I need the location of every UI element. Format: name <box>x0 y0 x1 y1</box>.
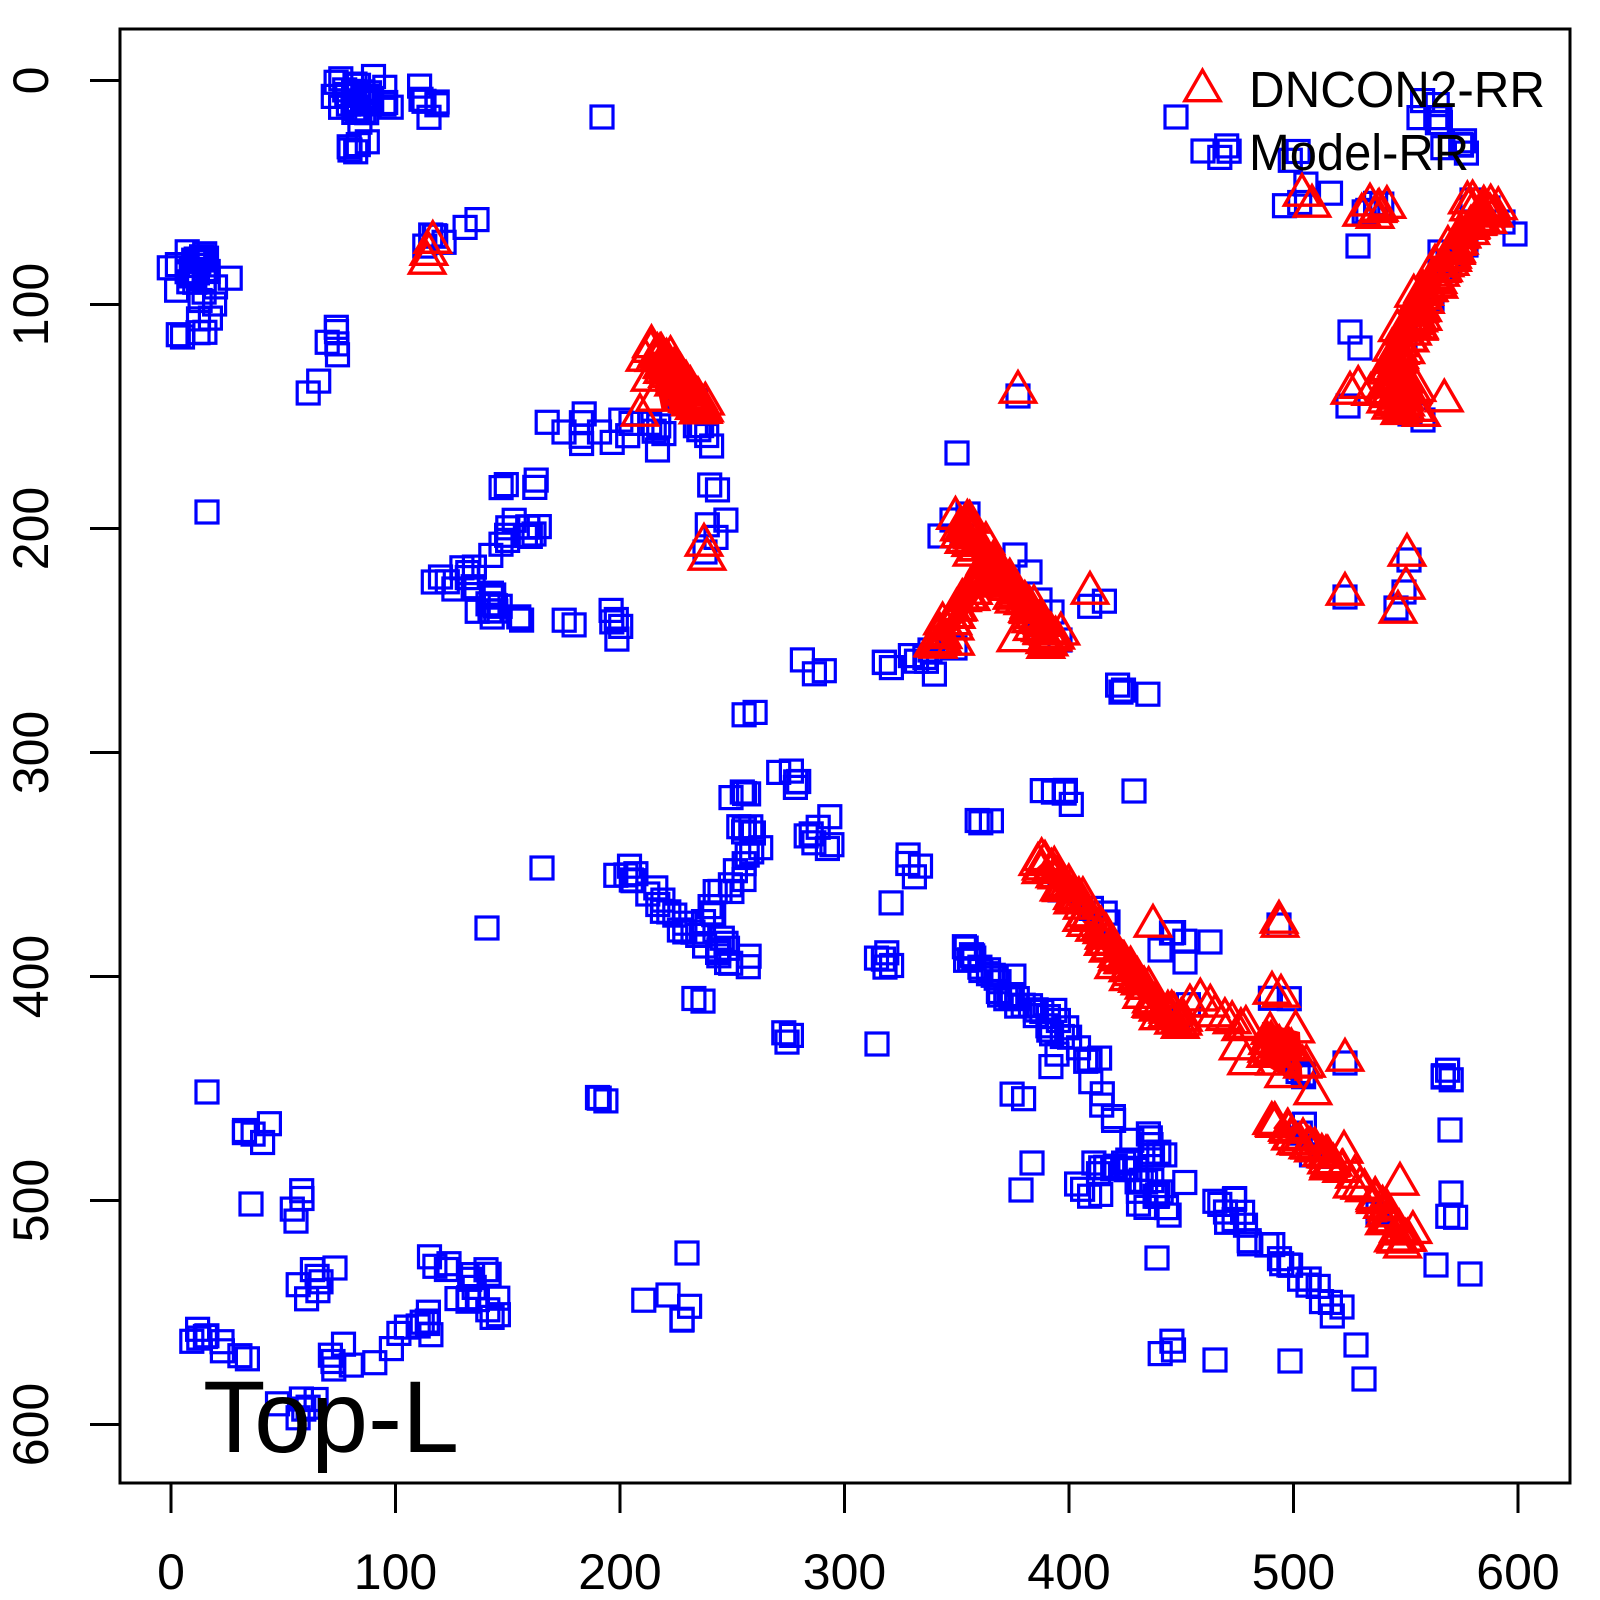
svg-text:100: 100 <box>3 263 59 346</box>
svg-text:200: 200 <box>3 487 59 570</box>
svg-text:100: 100 <box>354 1544 437 1600</box>
svg-text:400: 400 <box>3 935 59 1018</box>
svg-text:500: 500 <box>3 1159 59 1242</box>
svg-text:400: 400 <box>1027 1544 1110 1600</box>
svg-text:200: 200 <box>578 1544 661 1600</box>
svg-text:500: 500 <box>1252 1544 1335 1600</box>
svg-text:Model-RR: Model-RR <box>1249 124 1469 181</box>
svg-text:0: 0 <box>157 1544 185 1600</box>
svg-text:600: 600 <box>3 1383 59 1466</box>
svg-text:Top-L: Top-L <box>203 1360 459 1474</box>
svg-text:300: 300 <box>3 711 59 794</box>
svg-text:0: 0 <box>3 67 59 95</box>
svg-text:300: 300 <box>803 1544 886 1600</box>
svg-text:DNCON2-RR: DNCON2-RR <box>1249 61 1545 118</box>
svg-text:600: 600 <box>1476 1544 1559 1600</box>
